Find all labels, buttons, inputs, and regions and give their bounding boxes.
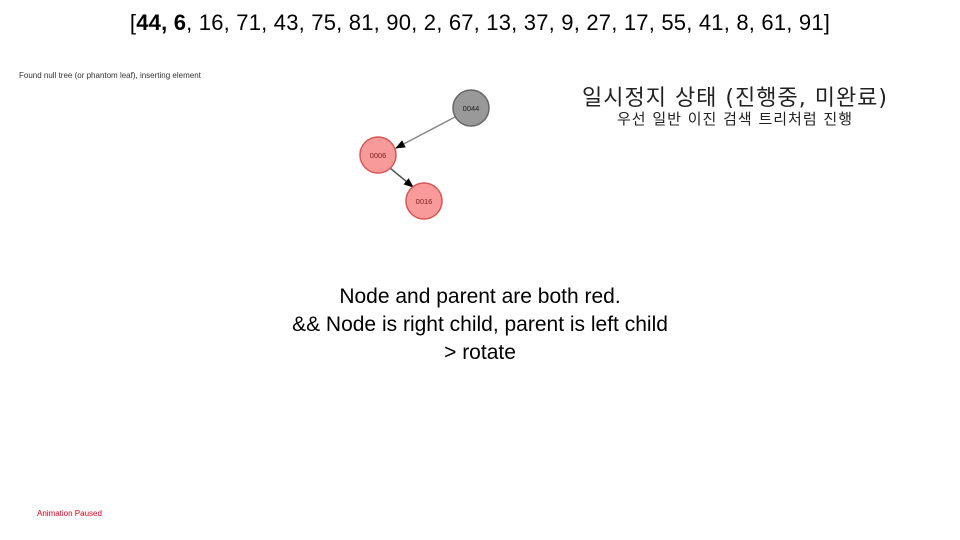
sequence-open-bracket: [ xyxy=(129,10,137,35)
tree-node-6[interactable]: 0006 xyxy=(359,136,397,174)
explanation-line-1: Node and parent are both red. xyxy=(339,285,621,308)
sequence-remaining-values: , 16, 71, 43, 75, 81, 90, 2, 67, 13, 37,… xyxy=(186,10,824,35)
paused-state-subtitle: 우선 일반 이진 검색 트리처럼 진행 xyxy=(616,110,854,128)
sequence-close-bracket: ] xyxy=(823,10,831,35)
animation-state-label: Animation Paused xyxy=(37,509,102,518)
node-6-label: 0006 xyxy=(370,151,387,160)
sequence-inserted-values: 44, 6 xyxy=(136,10,187,35)
explanation-line-3: > rotate xyxy=(444,341,516,364)
insertion-sequence: [44, 6, 16, 71, 43, 75, 81, 90, 2, 67, 1… xyxy=(0,10,960,36)
node-16-circle xyxy=(405,182,443,220)
node-6-circle xyxy=(359,136,397,174)
status-message: Found null tree (or phantom leaf), inser… xyxy=(19,71,201,80)
node-16-label: 0016 xyxy=(416,197,433,206)
node-44-circle xyxy=(452,89,490,127)
tree-node-16[interactable]: 0016 xyxy=(405,182,443,220)
tree-node-44[interactable]: 0044 xyxy=(452,89,490,127)
tree-edge-6-to-16 xyxy=(389,167,414,188)
tree-edge-44-to-6 xyxy=(395,116,456,149)
node-44-label: 0044 xyxy=(463,104,480,113)
rotation-explanation: Node and parent are both red. && Node is… xyxy=(0,283,960,367)
explanation-line-2: && Node is right child, parent is left c… xyxy=(292,313,668,336)
paused-state-title: 일시정지 상태 (진행중, 미완료) xyxy=(581,86,889,111)
